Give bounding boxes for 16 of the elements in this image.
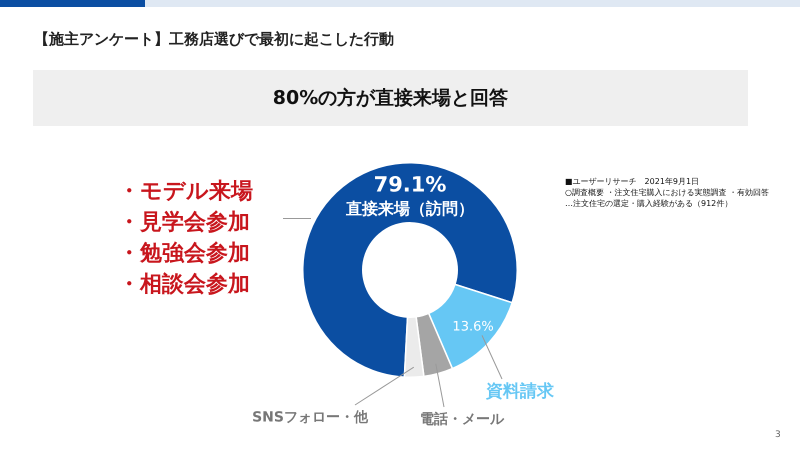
text: ・相談会参加 [118, 271, 251, 299]
chart-title: 【施主アンケート】工務店選びで最初に起こした行動 [34, 30, 394, 49]
text: 3 [775, 430, 781, 440]
text: ・勉強会参加 [118, 240, 251, 268]
chart-subtitle: 80%の方が直接来場と回答 [33, 70, 748, 126]
slice-label: SNSフォロー・他 [252, 410, 369, 426]
text: ・モデル来場 [118, 178, 253, 206]
text: ■ユーザーリサーチ 2021年9月1日 [565, 176, 700, 187]
slice-label: 直接来場（訪問） [345, 199, 474, 218]
text: …注文住宅の選定・購入経験がある（912件） [565, 198, 734, 209]
text: ○調査概要 ・注文住宅購入における実態調査 ・有効回答 [565, 187, 770, 198]
data-label: 13.6% [452, 320, 494, 335]
slice-label: 資料請求 [485, 381, 555, 402]
data-label: 79.1% [374, 172, 446, 196]
slice-label: 電話・メール [420, 412, 505, 428]
text: ・見学会参加 [118, 209, 251, 237]
